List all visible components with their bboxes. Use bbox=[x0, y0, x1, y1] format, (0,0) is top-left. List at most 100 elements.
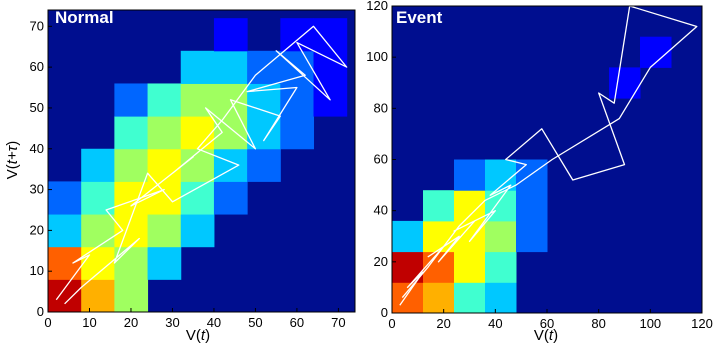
heatmap-cell bbox=[313, 18, 348, 52]
x-tick-label: 0 bbox=[44, 315, 51, 330]
heatmap-cell bbox=[147, 214, 182, 248]
heatmap-cell bbox=[180, 50, 215, 84]
heatmap-cell bbox=[147, 116, 182, 150]
x-tick-label: 60 bbox=[290, 315, 304, 330]
heatmap-cell bbox=[180, 148, 215, 182]
x-axis-label-event-main: V( bbox=[534, 327, 549, 344]
y-tick-label: 20 bbox=[374, 254, 388, 269]
y-tick-label: 30 bbox=[30, 182, 44, 197]
heatmap-cell bbox=[114, 214, 149, 248]
y-axis-label-normal-end: ) bbox=[4, 141, 21, 146]
y-tick-label: 40 bbox=[374, 203, 388, 218]
heatmap-cell bbox=[485, 251, 517, 283]
x-tick-label: 50 bbox=[248, 315, 262, 330]
heatmap-cell bbox=[81, 181, 115, 215]
heatmap-cell bbox=[213, 148, 248, 182]
y-tick-label: 120 bbox=[366, 0, 388, 13]
x-tick-label: 20 bbox=[124, 315, 138, 330]
heatmap-cell bbox=[180, 181, 215, 215]
x-tick-label: 0 bbox=[388, 316, 395, 331]
heatmap-cell bbox=[114, 148, 149, 182]
panel-title-event: Event bbox=[396, 8, 443, 27]
y-tick-label: 60 bbox=[374, 152, 388, 167]
heatmap-cell bbox=[48, 279, 82, 312]
heatmap-cell bbox=[81, 148, 115, 182]
x-tick-label: 60 bbox=[540, 316, 554, 331]
plot-frame bbox=[47, 9, 356, 313]
heatmap-cell bbox=[147, 148, 182, 182]
y-tick-label: 10 bbox=[30, 263, 44, 278]
heatmap-cell bbox=[114, 279, 149, 312]
x-axis-label-event-end: ) bbox=[553, 327, 558, 344]
plot-area-normal bbox=[47, 9, 356, 313]
trajectory-line bbox=[399, 6, 698, 306]
panel-normal: Normal 0 10 20 30 40 50 60 70 0 10 20 30 40 50 60 70 V(… bbox=[4, 8, 356, 344]
y-axis-label-normal-main: V( bbox=[4, 164, 21, 179]
y-axis-label-normal: V(t+τ) bbox=[4, 141, 21, 180]
heatmap-cell bbox=[81, 214, 115, 248]
heatmap-cell bbox=[114, 83, 149, 117]
heatmap-cell bbox=[454, 282, 486, 313]
heatmap-cell bbox=[516, 159, 548, 191]
heatmap-cell bbox=[213, 116, 248, 150]
heatmap-cell bbox=[280, 50, 315, 84]
heatmap-cell bbox=[147, 83, 182, 117]
heatmap-cell bbox=[280, 116, 315, 150]
heatmap-cell bbox=[454, 251, 486, 283]
heatmap-cell bbox=[423, 282, 455, 313]
heatmap-cell bbox=[180, 214, 215, 248]
heatmap-cell bbox=[114, 116, 149, 150]
heatmap-cell bbox=[213, 18, 248, 52]
plot-area-event bbox=[391, 5, 703, 314]
heatmap-cell bbox=[485, 282, 517, 313]
heatmap-cell bbox=[423, 190, 455, 222]
heatmap-cell bbox=[48, 246, 82, 280]
x-tick-label: 120 bbox=[691, 316, 713, 331]
heatmap-cell bbox=[180, 116, 215, 150]
heatmap-cell bbox=[313, 50, 348, 84]
x-tick-label: 80 bbox=[591, 316, 605, 331]
y-tick-label: 70 bbox=[30, 18, 44, 33]
heatmap-cell bbox=[48, 181, 82, 215]
plot-content-normal bbox=[48, 10, 355, 312]
plot-content-event bbox=[392, 6, 702, 313]
panel-event: Event 0 20 40 60 80 100 120 0 20 40 60 80 100 120 V(t… bbox=[366, 0, 713, 344]
heatmap-cell bbox=[213, 50, 248, 84]
heatmap-cell bbox=[280, 18, 315, 52]
x-axis-label-normal-end: ) bbox=[205, 327, 210, 344]
tick-labels-normal: 0 10 20 30 40 50 60 70 0 10 20 30 40 50 60 70 bbox=[30, 18, 346, 330]
y-tick-label: 80 bbox=[374, 100, 388, 115]
heatmap-cell bbox=[213, 181, 248, 215]
heatmap-cell bbox=[48, 214, 82, 248]
trajectory-line bbox=[55, 25, 348, 305]
heatmap-cell bbox=[114, 246, 149, 280]
y-tick-label: 100 bbox=[366, 49, 388, 64]
y-tick-label: 40 bbox=[30, 141, 44, 156]
heatmap-cell bbox=[516, 190, 548, 222]
heatmap-cell bbox=[247, 83, 281, 117]
x-tick-label: 40 bbox=[488, 316, 502, 331]
heatmap-cell bbox=[392, 220, 424, 253]
y-axis-label-normal-var: t+τ bbox=[4, 144, 21, 164]
heatmap-cell bbox=[609, 67, 641, 99]
heatmap-cell bbox=[454, 190, 486, 222]
heatmap-cell bbox=[147, 181, 182, 215]
x-axis-label-event: V(t) bbox=[534, 327, 558, 344]
x-tick-label: 100 bbox=[639, 316, 661, 331]
x-axis-label-event-var: t bbox=[549, 327, 554, 344]
heatmap-cell bbox=[454, 159, 486, 191]
heatmap-cell bbox=[247, 148, 281, 182]
x-axis-label-normal-var: t bbox=[201, 327, 206, 344]
tick-labels-event: 0 20 40 60 80 100 120 0 20 40 60 80 100 120 bbox=[366, 0, 713, 331]
y-tick-label: 20 bbox=[30, 222, 44, 237]
heatmap-cell bbox=[516, 220, 548, 253]
x-tick-label: 40 bbox=[207, 315, 221, 330]
x-axis-label-normal: V(t) bbox=[186, 327, 210, 344]
heatmap-cell bbox=[485, 220, 517, 253]
heatmap-cell bbox=[147, 246, 182, 280]
y-tick-label: 60 bbox=[30, 59, 44, 74]
x-tick-label: 30 bbox=[165, 315, 179, 330]
y-tick-label: 0 bbox=[381, 305, 388, 320]
x-tick-label: 20 bbox=[436, 316, 450, 331]
